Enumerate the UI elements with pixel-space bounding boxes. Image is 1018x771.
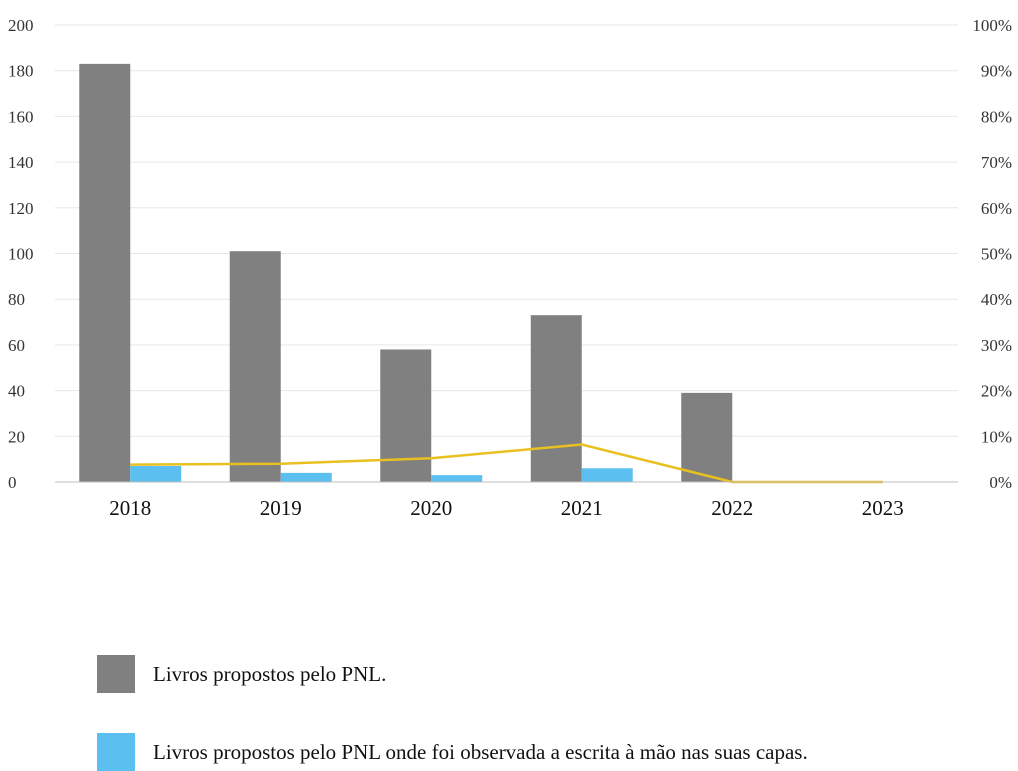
right-tick-label: 20% — [981, 382, 1012, 401]
x-tick-label: 2022 — [711, 496, 753, 520]
right-tick-label: 10% — [981, 427, 1012, 446]
right-tick-label: 60% — [981, 199, 1012, 218]
x-tick-label: 2021 — [561, 496, 603, 520]
left-tick-label: 20 — [8, 427, 25, 446]
left-tick-label: 60 — [8, 336, 25, 355]
bar-escrita-a-mao — [431, 475, 483, 482]
combo-chart: 0 20 40 60 80 100 120 140 160 180 200 0% 10% 20% 30% 40… — [8, 16, 1012, 520]
legend-item-escrita-a-mao: Livros propostos pelo PNL onde foi obser… — [97, 733, 808, 771]
left-tick-label: 160 — [8, 107, 34, 126]
left-tick-label: 40 — [8, 382, 25, 401]
legend-label: Livros propostos pelo PNL onde foi obser… — [153, 739, 808, 764]
x-tick-label: 2019 — [260, 496, 302, 520]
legend-label: Livros propostos pelo PNL. — [153, 661, 387, 686]
bar-livros-propostos — [380, 349, 432, 482]
right-tick-label: 70% — [981, 153, 1012, 172]
bar-livros-propostos — [79, 63, 131, 482]
left-tick-label: 200 — [8, 16, 34, 35]
right-tick-label: 40% — [981, 290, 1012, 309]
left-tick-label: 0 — [8, 473, 17, 492]
legend-item-livros-propostos: Livros propostos pelo PNL. — [97, 655, 386, 693]
bar-escrita-a-mao — [280, 472, 332, 482]
legend-swatch-gray — [97, 655, 135, 693]
right-tick-label: 50% — [981, 245, 1012, 264]
right-tick-label: 90% — [981, 62, 1012, 81]
x-tick-label: 2020 — [410, 496, 452, 520]
x-tick-label: 2018 — [109, 496, 151, 520]
left-tick-label: 120 — [8, 199, 34, 218]
gridlines — [55, 24, 958, 437]
bar-livros-propostos — [229, 251, 281, 482]
left-tick-label: 180 — [8, 62, 34, 81]
bars — [79, 63, 733, 482]
bar-livros-propostos — [530, 315, 582, 482]
bar-livros-propostos — [681, 392, 733, 482]
right-tick-label: 100% — [972, 16, 1012, 35]
right-tick-label: 30% — [981, 336, 1012, 355]
left-tick-label: 80 — [8, 290, 25, 309]
bar-escrita-a-mao — [130, 466, 182, 482]
right-tick-label: 0% — [989, 473, 1012, 492]
right-tick-label: 80% — [981, 107, 1012, 126]
legend-swatch-blue — [97, 733, 135, 771]
left-tick-label: 140 — [8, 153, 34, 172]
x-tick-label: 2023 — [862, 496, 904, 520]
bar-escrita-a-mao — [581, 468, 633, 482]
axes: 0 20 40 60 80 100 120 140 160 180 200 0% 10% 20% 30% 40… — [8, 16, 1012, 520]
left-tick-label: 100 — [8, 245, 34, 264]
